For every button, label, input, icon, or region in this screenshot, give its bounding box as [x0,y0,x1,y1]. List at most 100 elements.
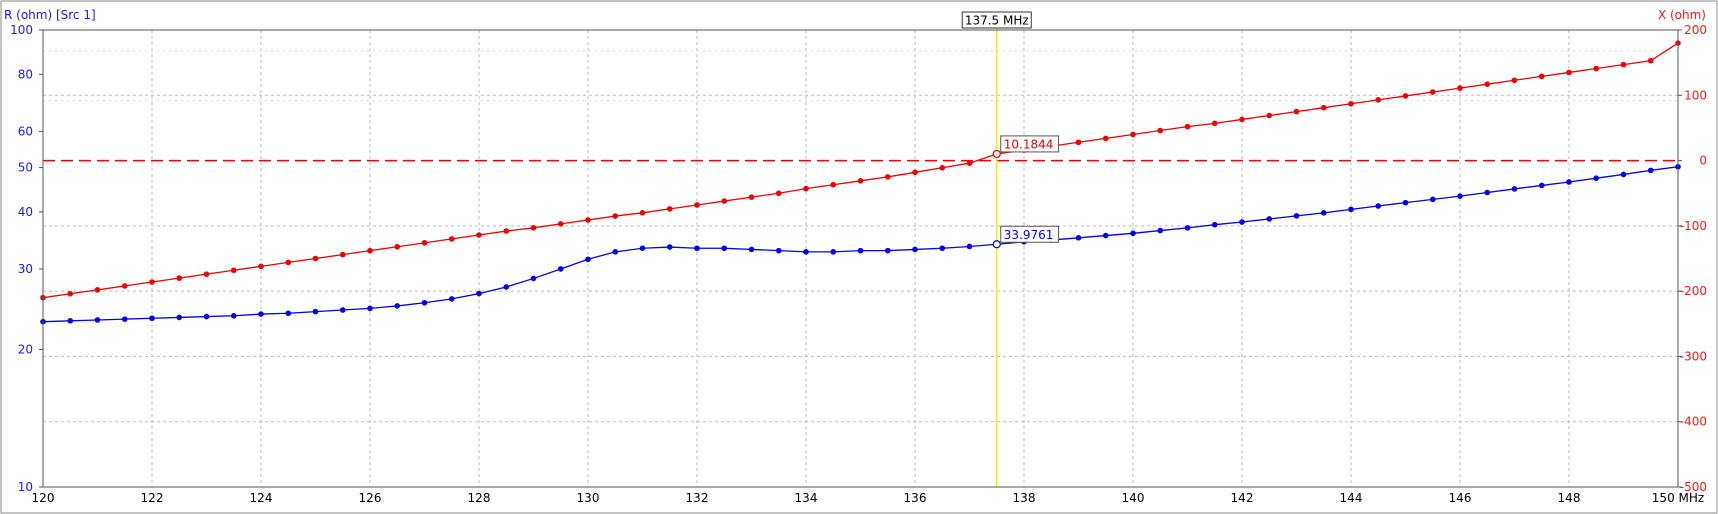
resistance-point [1211,221,1218,228]
x-tick-label: 138 [1013,491,1036,505]
reactance-point [557,221,564,227]
reactance-point [503,228,510,234]
resistance-point [1130,230,1136,237]
reactance-point [1266,112,1273,119]
resistance-point [1484,189,1491,196]
reactance-point [1239,116,1245,123]
reactance-point [1184,123,1191,130]
reactance-point [203,271,210,277]
resistance-point [612,249,619,255]
marker-layer: 137.5 MHz 33.9761 10.1844 [961,11,1060,487]
x-tick-label: 134 [795,491,818,505]
resistance-point [448,296,455,302]
resistance-point [1075,234,1082,241]
resistance-point [67,318,74,324]
resistance-point [1511,186,1518,192]
resistance-point [1457,193,1463,199]
reactance-point [1538,73,1545,80]
reactance-point [1102,135,1109,142]
resistance-point [939,245,946,252]
resistance-point [666,244,673,250]
reactance-point [721,198,728,204]
reactance-point [748,194,755,200]
marker-x-box [1000,135,1060,153]
left-tick-label: 60 [18,124,33,138]
reactance-point [1647,57,1654,64]
reactance-point [1320,104,1327,111]
right-tick-label: 200 [1684,23,1707,37]
resistance-point [285,310,292,317]
reactance-point [1375,97,1382,103]
reactance-point [230,267,237,274]
reactance-point [285,259,292,266]
resistance-point [694,245,700,252]
marker-r-value: 33.9761 [1004,228,1054,242]
reactance-point [666,206,673,212]
right-tick-label: -500 [1680,480,1707,494]
resistance-point [1102,232,1109,239]
grid [43,30,1678,487]
reactance-point [612,213,619,219]
reactance-point [476,232,482,238]
marker-label-box [961,11,1032,29]
reactance-point [421,240,428,246]
reactance-point [530,225,537,231]
x-tick-label: 120 [32,491,55,505]
resistance-point [639,245,646,252]
reactance-point [694,202,700,208]
left-tick-label: 80 [18,67,33,81]
resistance-point [1375,203,1382,209]
right-tick-label: 100 [1684,88,1707,102]
resistance-point [1239,219,1245,225]
resistance-point [1320,210,1327,216]
plot-frame [42,29,1679,488]
resistance-point [149,315,155,322]
reactance-point [939,164,946,171]
right-tick-label: -300 [1680,349,1707,363]
reactance-point [1348,100,1354,107]
resistance-point [258,311,264,317]
resistance-point [1566,179,1572,185]
reactance-point [312,255,319,262]
resistance-point [721,245,728,252]
reactance-point [1511,77,1518,84]
right-axis-title: X (ohm) [1658,8,1706,22]
left-tick-label: 100 [10,23,33,37]
reactance-point [803,185,809,192]
marker-r-box [1000,225,1060,243]
reactance-point [367,247,373,254]
reactance-point [448,236,455,242]
resistance-point [394,303,401,309]
resistance-point [1429,196,1436,203]
reactance-point [912,169,918,176]
reactance-point [1211,120,1218,127]
reactance-point [775,190,782,197]
marker-r-point [992,240,1001,249]
resistance-point [1266,216,1273,222]
resistance-point [203,313,210,320]
reactance-point [830,181,837,188]
x-tick-label: 142 [1231,491,1254,505]
reactance-point [1075,139,1082,146]
left-tick-label: 40 [18,205,33,219]
resistance-point [1647,167,1654,174]
x-tick-label: 148 [1558,491,1581,505]
x-tick-label: 124 [250,491,273,505]
marker-frequency-label: 137.5 MHz [965,14,1029,28]
x-tick-label: 130 [577,491,600,505]
resistance-point [748,246,755,253]
reactance-point [1402,93,1409,99]
reactance-point [857,178,864,184]
reactance-point [1566,69,1572,76]
right-tick-label: -400 [1680,415,1707,429]
resistance-point [1348,206,1354,213]
reactance-point [67,290,74,297]
reactance-point [394,243,401,250]
x-tick-label: 136 [904,491,927,505]
resistance-point [367,305,373,312]
left-axis-title: R (ohm) [Src 1] [4,8,96,22]
reactance-point [149,279,155,285]
right-tick-label: -100 [1680,219,1707,233]
